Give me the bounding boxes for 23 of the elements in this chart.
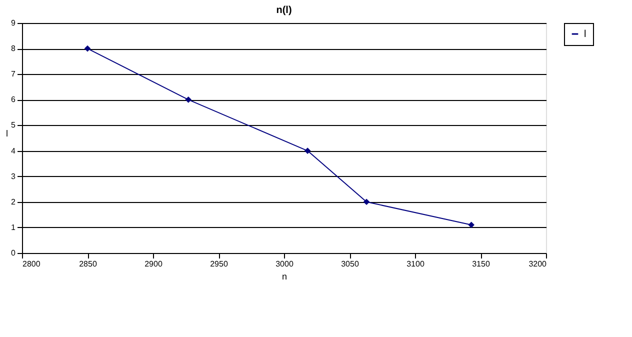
y-tick-label: 0	[11, 248, 16, 258]
x-tick-label: 3200	[528, 260, 548, 268]
x-axis-title: n	[282, 272, 288, 282]
x-tick-label: 2800	[22, 260, 41, 268]
y-axis-title: l	[6, 128, 8, 138]
x-tick-label: 3150	[472, 260, 490, 268]
y-tick-label: 3	[11, 172, 16, 181]
y-tick-label: 9	[11, 18, 16, 28]
y-tick-label: 5	[11, 120, 16, 130]
x-tick-label: 2950	[210, 260, 228, 268]
y-tick-label: 6	[11, 95, 16, 104]
y-tick-label: 4	[11, 146, 16, 156]
chart-title: n(l)	[276, 5, 292, 16]
y-tick-label: 8	[11, 44, 16, 54]
x-tick-label: 3100	[406, 260, 425, 268]
y-tick-label: 2	[11, 197, 16, 206]
x-tick-label: 2900	[144, 260, 163, 268]
x-tick-label: 2850	[79, 260, 98, 268]
x-tick-label: 3000	[276, 260, 294, 268]
y-tick-label: 7	[11, 70, 16, 79]
y-tick-label: 1	[11, 222, 16, 232]
legend-label: l	[584, 29, 586, 40]
x-tick-label: 3050	[341, 260, 360, 268]
